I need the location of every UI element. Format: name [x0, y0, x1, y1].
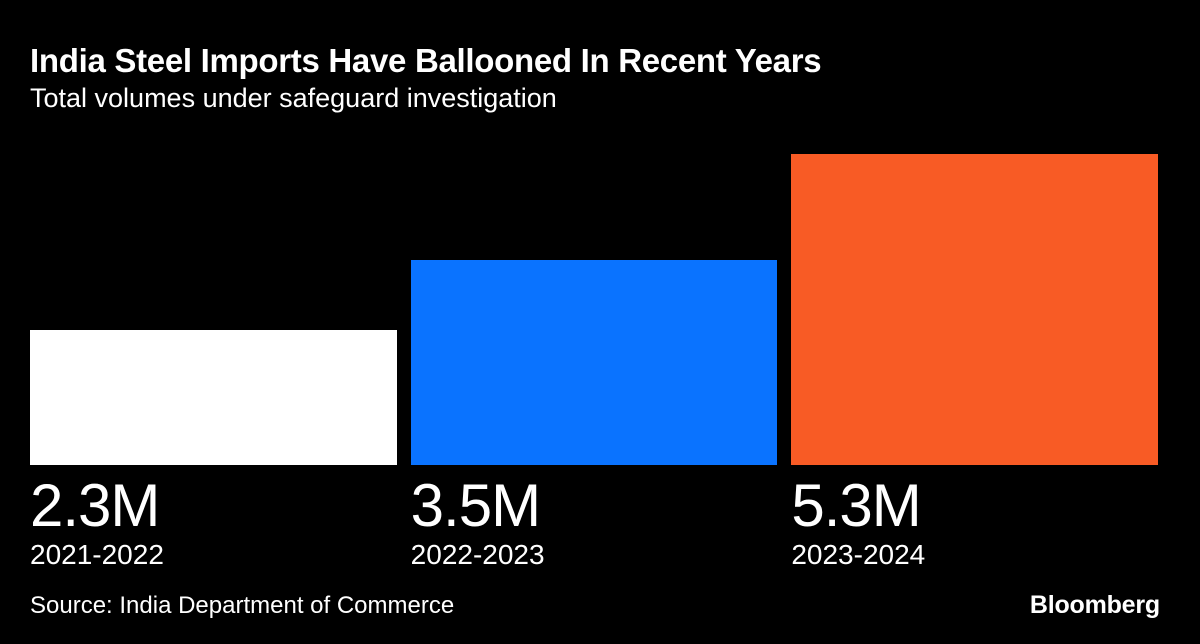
bar-group-2021-2022: 2.3M 2021-2022 — [30, 150, 397, 570]
category-label: 2022-2023 — [410, 539, 545, 570]
source-attribution: Source: India Department of Commerce — [30, 592, 455, 619]
value-label: 2.3M — [30, 472, 160, 539]
chart-title: India Steel Imports Have Ballooned In Re… — [30, 42, 822, 79]
value-label: 3.5M — [410, 472, 541, 539]
bar-2023-2024 — [791, 154, 1159, 465]
bar-2022-2023 — [410, 260, 778, 465]
category-label: 2021-2022 — [30, 539, 164, 570]
chart-footer: Source: India Department of Commerce Blo… — [30, 591, 1160, 620]
value-label: 5.3M — [791, 472, 921, 539]
chart-header: India Steel Imports Have Ballooned In Re… — [30, 42, 1170, 114]
chart-subtitle: Total volumes under safeguard investigat… — [30, 83, 557, 113]
bar-2021-2022 — [30, 330, 397, 465]
bar-chart-plot-area: 2.3M 2021-2022 3.5M 2022-2023 5.3M 2023-… — [30, 150, 1159, 570]
bloomberg-wordmark: Bloomberg — [1029, 591, 1160, 619]
bar-group-2023-2024: 5.3M 2023-2024 — [791, 150, 1159, 570]
bar-group-2022-2023: 3.5M 2022-2023 — [410, 150, 778, 570]
category-label: 2023-2024 — [791, 539, 926, 570]
